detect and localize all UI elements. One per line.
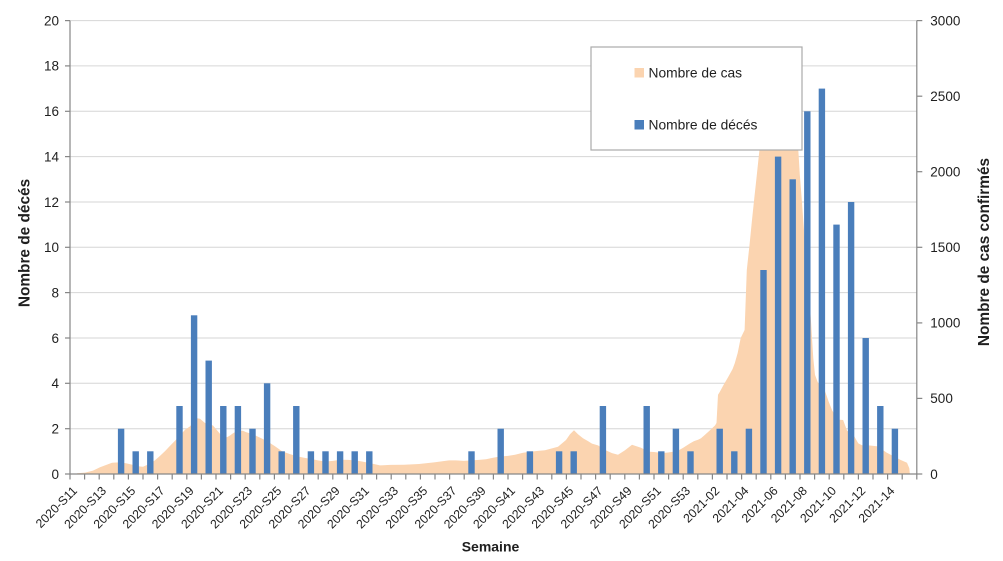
svg-text:0: 0 — [51, 467, 59, 482]
svg-text:4: 4 — [51, 376, 59, 391]
svg-text:1000: 1000 — [930, 316, 960, 331]
svg-text:Nombre de décés: Nombre de décés — [649, 118, 758, 133]
svg-text:0: 0 — [930, 467, 938, 482]
svg-text:14: 14 — [44, 149, 60, 164]
svg-text:10: 10 — [44, 240, 59, 255]
svg-text:16: 16 — [44, 104, 59, 119]
svg-text:6: 6 — [51, 331, 59, 346]
svg-text:8: 8 — [51, 285, 59, 300]
svg-text:2000: 2000 — [930, 165, 960, 180]
svg-text:2500: 2500 — [930, 89, 960, 104]
svg-text:18: 18 — [44, 59, 59, 74]
svg-text:Nombre de décés: Nombre de décés — [17, 179, 34, 307]
svg-text:500: 500 — [930, 391, 953, 406]
svg-text:1500: 1500 — [930, 240, 960, 255]
svg-text:Nombre de cas confirmés: Nombre de cas confirmés — [976, 158, 993, 346]
svg-text:2: 2 — [51, 422, 59, 437]
svg-text:3000: 3000 — [930, 13, 960, 28]
svg-text:Nombre de cas: Nombre de cas — [649, 66, 743, 81]
svg-text:20: 20 — [44, 13, 59, 28]
svg-text:12: 12 — [44, 195, 59, 210]
svg-text:Semaine: Semaine — [462, 539, 520, 555]
